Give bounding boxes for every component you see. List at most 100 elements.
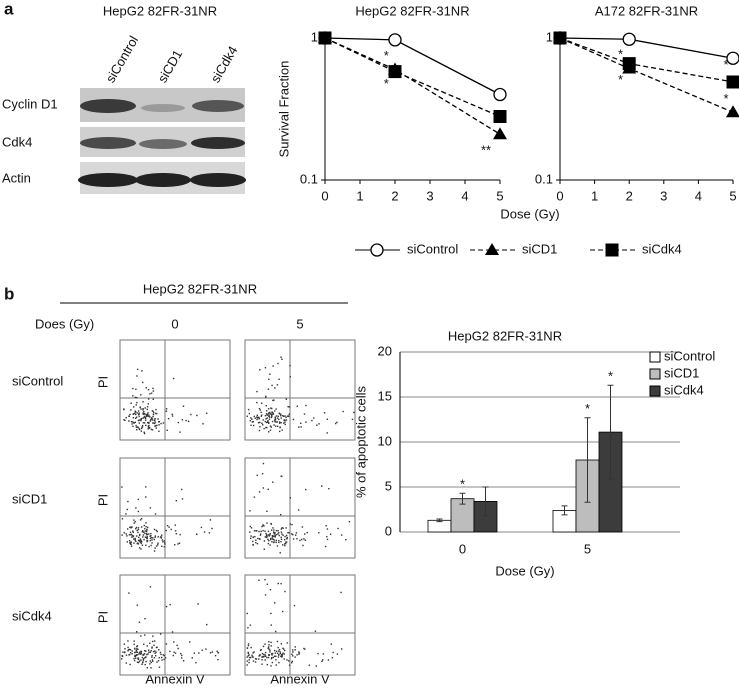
dot (287, 531, 289, 534)
dot (266, 510, 268, 513)
dot (253, 651, 255, 653)
dot (137, 527, 140, 529)
dot (303, 538, 305, 540)
dot (251, 654, 253, 657)
band (80, 137, 136, 149)
dot (280, 540, 282, 543)
dot (318, 423, 320, 425)
dot (281, 429, 283, 431)
dot (274, 410, 276, 412)
dot (173, 651, 175, 653)
error-bar (436, 518, 443, 523)
dot (151, 656, 153, 658)
band (78, 173, 138, 187)
marker (388, 33, 402, 47)
dot (141, 656, 144, 659)
dot (136, 645, 139, 647)
dot (260, 415, 262, 417)
dot (129, 542, 131, 544)
x-tick-label: 1 (356, 188, 363, 203)
dot (267, 656, 270, 659)
dot (176, 644, 178, 647)
dot (153, 422, 156, 425)
dot (122, 651, 124, 653)
dot (177, 543, 179, 545)
dot (136, 647, 138, 650)
dot (264, 420, 267, 423)
dot (134, 655, 137, 658)
dot (294, 649, 296, 651)
dot (259, 653, 261, 656)
dot (146, 653, 148, 656)
dot (345, 538, 347, 541)
dot (283, 422, 285, 424)
marker (726, 75, 739, 89)
dot (263, 548, 265, 550)
dot (154, 650, 156, 652)
dot (216, 650, 218, 652)
dot (140, 659, 142, 661)
dot (154, 655, 157, 657)
dot (272, 412, 274, 414)
dot (143, 410, 145, 413)
dot (261, 652, 264, 655)
dot (148, 651, 150, 653)
dot (284, 535, 286, 538)
dot (149, 663, 151, 665)
dot (272, 527, 274, 529)
dot (265, 426, 267, 429)
dot (139, 406, 141, 409)
dot (266, 534, 268, 536)
dot (191, 657, 193, 659)
dot (164, 542, 166, 544)
dot (171, 415, 174, 417)
dot (267, 408, 270, 410)
dot (288, 660, 290, 662)
dot (288, 532, 291, 534)
dot (275, 655, 277, 658)
dot (271, 411, 274, 414)
dot (148, 415, 150, 418)
dot (277, 415, 279, 418)
dot (151, 542, 153, 544)
dot (254, 658, 257, 660)
dot (278, 650, 280, 652)
dot (149, 416, 151, 418)
legend-marker (370, 243, 384, 257)
dot (280, 582, 282, 585)
dot (325, 525, 327, 527)
dot (138, 419, 141, 421)
dot (147, 526, 149, 529)
dot (273, 533, 276, 535)
dot (134, 647, 136, 650)
dot (156, 661, 158, 663)
dot (145, 522, 147, 524)
dot (136, 368, 139, 371)
dot (324, 545, 327, 548)
dot (254, 535, 256, 538)
dot (205, 648, 207, 650)
dot (129, 663, 131, 666)
dot (272, 535, 275, 537)
dot (128, 540, 131, 542)
dot (145, 415, 148, 417)
flow-plot (244, 339, 356, 441)
y-tick-label: 10 (378, 433, 392, 448)
dot (136, 375, 138, 377)
dot (138, 653, 140, 655)
dot (261, 525, 263, 528)
dot (301, 538, 303, 541)
row-label: siControl (12, 373, 63, 388)
dot (260, 411, 262, 414)
dot (136, 428, 138, 431)
dot (151, 539, 153, 541)
dot (291, 662, 293, 664)
dot (182, 660, 185, 662)
dot (271, 538, 274, 540)
dot (149, 420, 152, 422)
y-axis-label: Survival Fraction (276, 61, 291, 158)
y-axis-label: % of apoptotic cells (353, 386, 368, 499)
dot (273, 399, 275, 401)
dot (140, 427, 143, 430)
dot (266, 656, 268, 659)
